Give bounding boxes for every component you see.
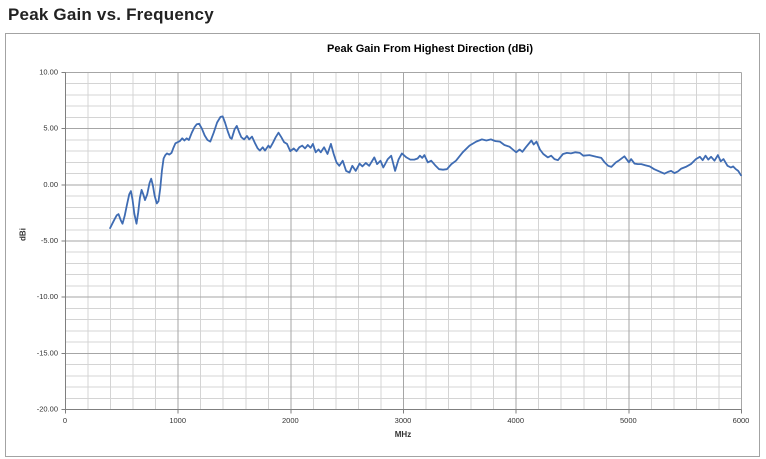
y-tick-label: 0.00: [43, 180, 58, 189]
x-tick-label: 4000: [507, 416, 524, 425]
y-tick-label: -10.00: [37, 292, 58, 301]
chart-title: Peak Gain From Highest Direction (dBi): [327, 43, 533, 55]
x-tick-label: 2000: [282, 416, 299, 425]
x-tick-label: 1000: [169, 416, 186, 425]
x-tick-label: 5000: [620, 416, 637, 425]
y-tick-label: -15.00: [37, 348, 58, 357]
x-tick-label: 6000: [733, 416, 750, 425]
chart-card: Peak Gain From Highest Direction (dBi) d…: [5, 33, 760, 457]
y-tick-label: -5.00: [41, 236, 58, 245]
y-tick-label: -20.00: [37, 405, 58, 414]
page-title: Peak Gain vs. Frequency: [8, 5, 214, 24]
x-tick-label: 3000: [395, 416, 412, 425]
gain-vs-frequency-chart: 10.00 5.00 0.00 -5.00 -10.00 -15.00 -20.00 0 100…: [37, 68, 750, 426]
x-axis-title: MHz: [394, 430, 412, 439]
x-tick-label: 0: [63, 416, 67, 425]
gain-curve: [109, 115, 742, 230]
y-tick-label: 10.00: [39, 68, 58, 77]
y-tick-label: 5.00: [43, 124, 58, 133]
